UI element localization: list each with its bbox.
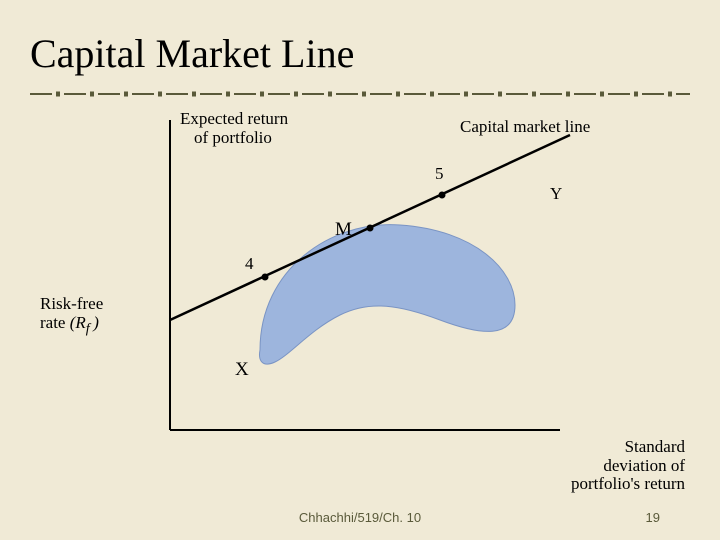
rf-line2: rate (Rf ) (40, 313, 99, 332)
point-X-label: X (235, 360, 249, 381)
x-axis-line2: deviation of (603, 456, 685, 475)
divider-line (30, 90, 690, 98)
x-axis-line1: Standard (625, 437, 685, 456)
point-4-label: 4 (245, 255, 254, 274)
point-5-label: 5 (435, 165, 444, 184)
rf-line1: Risk-free (40, 294, 103, 313)
y-axis-line2: of portfolio (180, 128, 272, 147)
slide: Capital Market Line Expected return of p… (0, 0, 720, 540)
cml-label: Capital market line (460, 118, 590, 137)
footer-page: 19 (646, 510, 660, 525)
footer-source: Chhachhi/519/Ch. 10 (299, 510, 421, 525)
chart-svg (30, 100, 690, 480)
x-axis-line3: portfolio's return (571, 474, 685, 493)
point-M-label: M (335, 220, 352, 241)
chart: Expected return of portfolio Capital mar… (30, 100, 690, 480)
y-axis-line1: Expected return (180, 109, 288, 128)
y-axis-label: Expected return of portfolio (180, 110, 288, 147)
slide-title: Capital Market Line (30, 30, 354, 77)
point-Y-label: Y (550, 185, 562, 204)
x-axis-label: Standard deviation of portfolio's return (570, 438, 685, 494)
rf-label: Risk-free rate (Rf ) (40, 295, 103, 337)
